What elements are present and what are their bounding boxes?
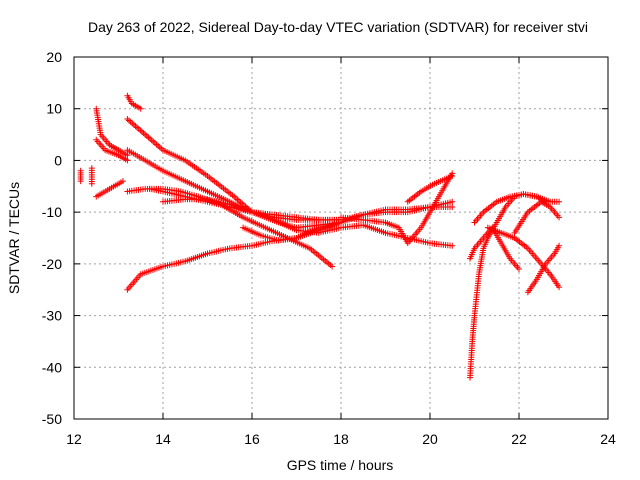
data-point (449, 203, 456, 210)
y-tick-label: 10 (46, 101, 62, 117)
axis-ticks (73, 56, 609, 420)
data-point (137, 105, 144, 112)
grid-lines (74, 57, 608, 419)
series-track-n (338, 170, 456, 247)
series-track-t (524, 242, 563, 296)
series-track-f (124, 92, 144, 112)
data-point (556, 284, 563, 291)
series-track-o (404, 172, 456, 205)
series-track-c (77, 167, 84, 185)
y-tick-label: 0 (54, 152, 62, 168)
y-tick-label: -40 (42, 359, 62, 375)
data-point (556, 198, 563, 205)
data-point (449, 172, 456, 179)
y-tick-label: -50 (42, 411, 62, 427)
series-track-e (93, 178, 126, 200)
data-point (88, 180, 95, 187)
y-tick-label: 20 (46, 49, 62, 65)
y-tick-label: -20 (42, 256, 62, 272)
x-tick-label: 22 (511, 431, 527, 447)
chart-title: Day 263 of 2022, Sidereal Day-to-day VTE… (88, 19, 588, 35)
data-point (516, 266, 522, 273)
x-tick-label: 12 (66, 431, 82, 447)
y-tick-label: -30 (42, 308, 62, 324)
x-tick-label: 18 (333, 431, 349, 447)
data-marks (77, 92, 563, 381)
y-tick-labels: -50 -40 -30 -20 -10 0 10 20 (42, 49, 62, 427)
data-point (119, 178, 126, 185)
series-track-b (93, 136, 131, 164)
x-tick-label: 14 (155, 431, 171, 447)
series-track-d (88, 165, 95, 187)
x-tick-labels: 12 14 16 18 20 22 24 (66, 431, 616, 447)
data-point (449, 242, 456, 249)
data-point (556, 214, 563, 221)
series-track-a (93, 105, 131, 159)
data-point (449, 198, 456, 205)
series-track-r (471, 191, 563, 226)
data-point (556, 242, 563, 249)
data-point (329, 263, 336, 270)
y-axis-title: SDTVAR / TECUs (6, 182, 22, 294)
data-point (77, 178, 84, 185)
data-point (338, 219, 344, 226)
series-track-p (467, 191, 549, 381)
x-tick-label: 20 (422, 431, 438, 447)
data-point (124, 152, 131, 159)
x-tick-label: 16 (244, 431, 260, 447)
x-tick-label: 24 (600, 431, 616, 447)
data-point (124, 157, 131, 164)
series-track-u (511, 198, 563, 236)
series-track-j (146, 185, 456, 223)
x-axis-title: GPS time / hours (287, 457, 394, 473)
series-track-m (240, 219, 344, 244)
y-tick-label: -10 (42, 204, 62, 220)
series-track-q (467, 224, 522, 273)
